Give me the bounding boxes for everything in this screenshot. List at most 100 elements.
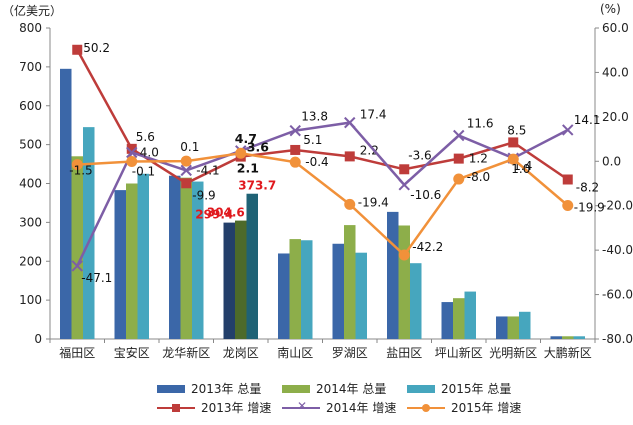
- line-point: [344, 116, 356, 129]
- line-value-label: -1.5: [69, 164, 92, 178]
- bar: [180, 177, 192, 339]
- line-value-label: 3.6: [247, 139, 269, 154]
- line-value-label: -42.2: [412, 240, 443, 254]
- bar: [83, 127, 95, 339]
- line-value-label: 2.1: [237, 161, 259, 176]
- line-value-label: 50.2: [83, 41, 110, 55]
- line-point: [562, 174, 573, 185]
- legend-2015-growth-label: 2015年 增速: [451, 401, 522, 415]
- bar: [355, 252, 367, 339]
- line-value-label: -19.9: [574, 200, 605, 214]
- bar: [289, 239, 301, 339]
- bar: [235, 220, 247, 339]
- line-value-label: -8.0: [467, 170, 490, 184]
- line-point: [399, 164, 410, 175]
- line-point: [508, 137, 519, 148]
- y-left-tick-label: 500: [19, 138, 42, 152]
- line-point: [562, 199, 574, 211]
- line-value-label: -8.2: [576, 181, 599, 195]
- bar: [410, 263, 422, 339]
- bar: [573, 336, 585, 339]
- y-right-tick-label: -40.0: [602, 243, 633, 257]
- x-tick-label: 大鹏新区: [544, 345, 592, 360]
- line-point: [344, 198, 356, 210]
- legend-2014-total-swatch: [282, 384, 310, 393]
- y-right-tick-label: -20.0: [602, 199, 633, 213]
- bar: [60, 68, 72, 339]
- bar: [301, 240, 313, 339]
- line-point: [180, 155, 192, 167]
- line-value-label: -3.6: [408, 148, 431, 162]
- line-point: [453, 173, 465, 185]
- x-tick-label: 龙岗区: [223, 346, 259, 360]
- bar: [137, 173, 149, 339]
- line-value-label: -10.6: [410, 188, 441, 202]
- y-left-tick-label: 300: [19, 215, 42, 229]
- x-tick-label: 龙华新区: [162, 345, 210, 360]
- legend-2013-total: 2013年 总量: [157, 380, 261, 397]
- bar: [344, 225, 356, 339]
- legend-2013-growth: 2013年 增速: [157, 399, 271, 416]
- line-point: [126, 143, 137, 154]
- bar: [519, 311, 531, 339]
- bar: [71, 156, 83, 339]
- line-point: [453, 153, 464, 164]
- line-point: [126, 156, 138, 168]
- line-point: [181, 178, 192, 189]
- line-point: [180, 164, 192, 177]
- line-point: [344, 151, 355, 162]
- bar: [169, 175, 181, 339]
- y-left-tick-label: 600: [19, 99, 42, 113]
- line-point: [126, 146, 138, 159]
- line-point: [72, 44, 83, 55]
- left-axis-unit: （亿美元）: [2, 4, 63, 18]
- line-point: [235, 147, 247, 159]
- legend-2013-total-swatch: [157, 384, 185, 393]
- bar-value-label: 373.7: [238, 179, 276, 193]
- line-value-label: -19.4: [358, 195, 389, 209]
- line-point: [398, 179, 410, 191]
- bar: [223, 222, 235, 339]
- bar: [562, 336, 574, 339]
- line-value-label: -0.4: [305, 155, 328, 169]
- line-point: [398, 249, 410, 261]
- y-left-tick-label: 800: [19, 21, 42, 35]
- legend-2014-growth: ✕ 2014年 增速: [282, 399, 396, 416]
- bar: [387, 211, 399, 339]
- bar: [550, 336, 562, 339]
- line-value-label: -4.1: [196, 163, 219, 177]
- y-left-tick-label: 100: [19, 293, 42, 307]
- bar: [246, 193, 258, 339]
- right-axis-unit: (%): [600, 2, 621, 16]
- bar: [126, 183, 138, 339]
- legend-2015-total-label: 2015年 总量: [441, 382, 512, 396]
- legend-2015-growth: 2015年 增速: [407, 399, 521, 416]
- line-point: [289, 124, 301, 137]
- x-tick-label: 盐田区: [386, 346, 422, 360]
- x-tick-label: 宝安区: [114, 345, 150, 360]
- line-point: [71, 260, 83, 272]
- bar: [507, 316, 519, 339]
- line-point: [507, 153, 519, 165]
- bar: [464, 291, 476, 339]
- series-line: [76, 49, 569, 185]
- series-line: [76, 121, 569, 267]
- line-value-label: -0.1: [132, 165, 155, 179]
- line-value-label: 0.1: [180, 140, 199, 154]
- line-value-label: -47.1: [81, 271, 112, 285]
- series-line: [77, 152, 569, 257]
- line-value-label: 5.6: [136, 130, 155, 144]
- line-point: [71, 159, 83, 171]
- y-left-tick-label: 400: [19, 177, 42, 191]
- legend-2014-total-label: 2014年 总量: [316, 382, 387, 396]
- y-right-tick-label: 40.0: [602, 65, 629, 79]
- bar: [114, 190, 126, 339]
- legend-2014-growth-swatch: ✕: [282, 399, 320, 414]
- line-value-label: 5.1: [303, 133, 322, 147]
- bar: [441, 302, 453, 339]
- line-value-label: 14.1: [574, 113, 601, 127]
- legend-2013-growth-label: 2013年 增速: [201, 401, 272, 415]
- line-value-label: 17.4: [360, 108, 387, 122]
- line-value-label: 2.2: [360, 143, 379, 157]
